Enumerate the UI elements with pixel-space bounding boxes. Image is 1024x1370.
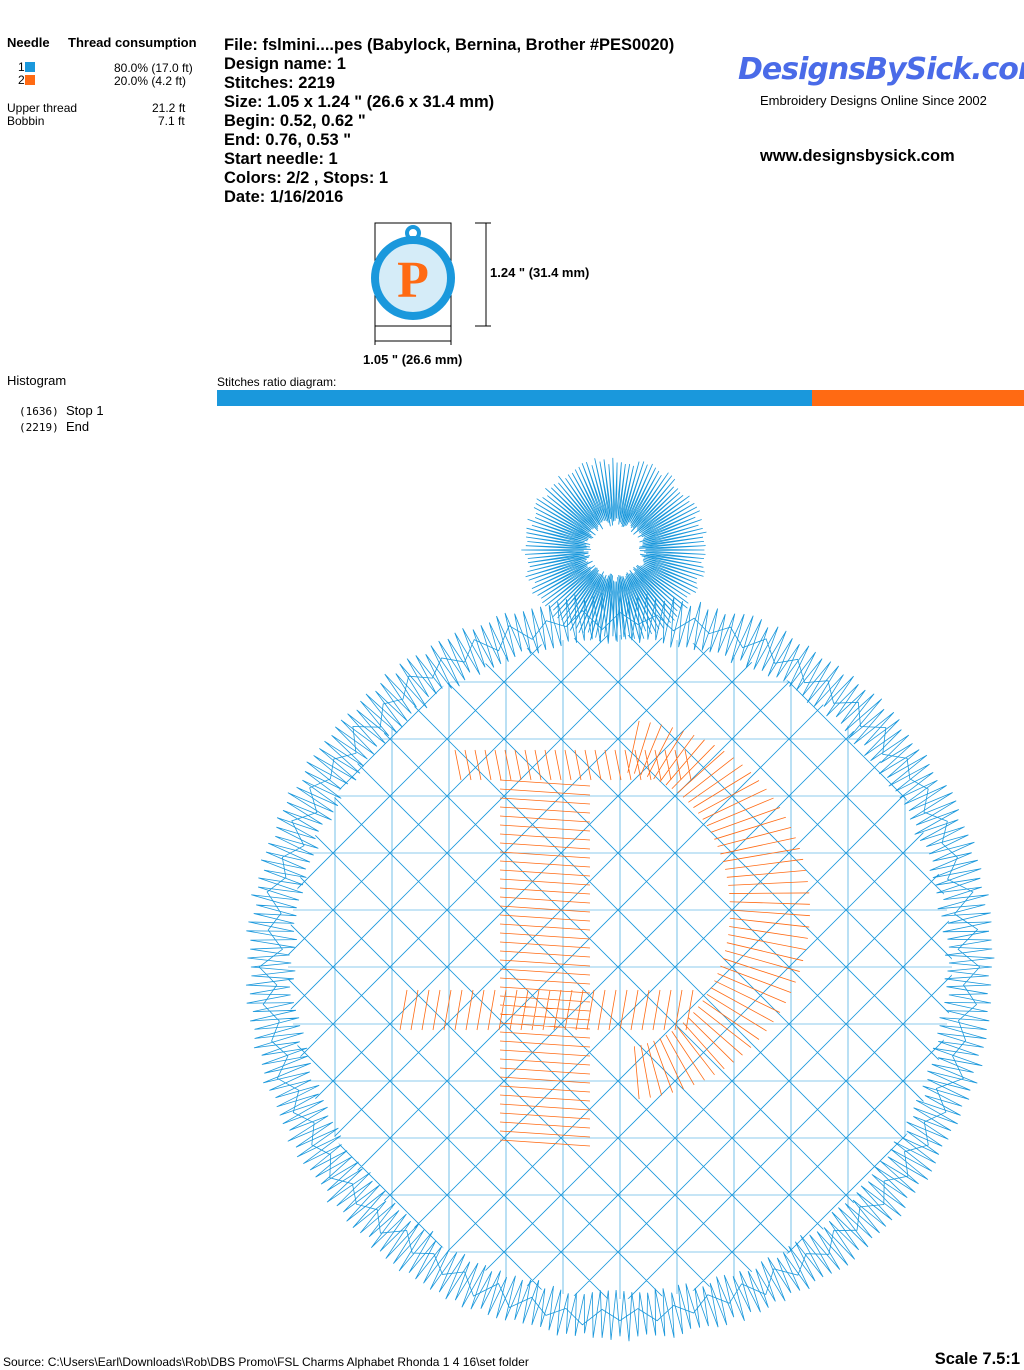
height-label: 1.24 " (31.4 mm) xyxy=(490,265,590,280)
histogram-entry: (1636) Stop 1 xyxy=(19,403,104,418)
upper-thread-label: Upper thread xyxy=(7,101,78,115)
ratio-segment xyxy=(217,390,812,406)
colors-stops: Colors: 2/2 , Stops: 1 xyxy=(224,169,389,187)
needle-1-consumption: 80.0% (17.0 ft) xyxy=(114,61,193,75)
needle-2-consumption: 20.0% (4.2 ft) xyxy=(114,74,187,88)
website-url[interactable]: www.designsbysick.com xyxy=(760,147,955,165)
lattice-grid xyxy=(288,635,952,1299)
upper-thread-value: 21.2 ft xyxy=(152,101,186,115)
embroidery-stitch-preview xyxy=(245,457,995,1342)
needle-number: 2 xyxy=(18,73,25,87)
thumbnail-charm xyxy=(371,236,455,320)
begin-position: Begin: 0.52, 0.62 " xyxy=(224,112,366,130)
design-info: File: fslmini....pes (Babylock, Bernina,… xyxy=(224,36,674,207)
design-thumbnail: P xyxy=(371,222,491,345)
histogram-list: (1636) Stop 1 (2219) End xyxy=(19,403,104,435)
design-size: Size: 1.05 x 1.24 " (26.6 x 31.4 mm) xyxy=(224,93,495,111)
charm-border-underlay xyxy=(258,610,981,1326)
stitches-ratio-bar xyxy=(217,390,1024,406)
design-name: Design name: 1 xyxy=(224,55,346,73)
ratio-label: Stitches ratio diagram: xyxy=(217,375,337,389)
start-needle: Start needle: 1 xyxy=(224,150,338,168)
file-name: File: fslmini....pes (Babylock, Bernina,… xyxy=(224,36,675,54)
color-swatch xyxy=(24,75,35,85)
logo-tagline: Embroidery Designs Online Since 2002 xyxy=(760,93,987,108)
thumbnail-letter: P xyxy=(397,252,429,309)
needle-row-1: 1 xyxy=(18,61,35,74)
design-date: Date: 1/16/2016 xyxy=(224,188,344,206)
letter-p-stitches xyxy=(399,720,810,1147)
ratio-segment xyxy=(811,390,1024,406)
width-label: 1.05 " (26.6 mm) xyxy=(363,352,463,367)
consumption-header: Thread consumption xyxy=(68,35,197,50)
charm-border-satin xyxy=(245,593,995,1342)
lattice-fill xyxy=(288,635,952,1299)
color-swatch xyxy=(24,62,35,72)
source-path: Source: C:\Users\Earl\Downloads\Rob\DBS … xyxy=(3,1355,529,1369)
scale-label: Scale 7.5:1 xyxy=(934,1350,1020,1368)
designsbysick-logo: DesignsBySick.com xyxy=(738,52,1024,87)
histogram-title: Histogram xyxy=(7,373,67,388)
hanging-loop-satin xyxy=(521,457,707,644)
needle-header: Needle xyxy=(7,35,50,50)
bobbin-value: 7.1 ft xyxy=(158,114,185,128)
needle-row-2: 2 xyxy=(18,74,35,87)
bobbin-label: Bobbin xyxy=(7,114,45,128)
needle-number: 1 xyxy=(18,60,25,74)
histogram-entry: (2219) End xyxy=(19,419,90,434)
stitch-count: Stitches: 2219 xyxy=(224,74,335,92)
end-position: End: 0.76, 0.53 " xyxy=(224,131,352,149)
